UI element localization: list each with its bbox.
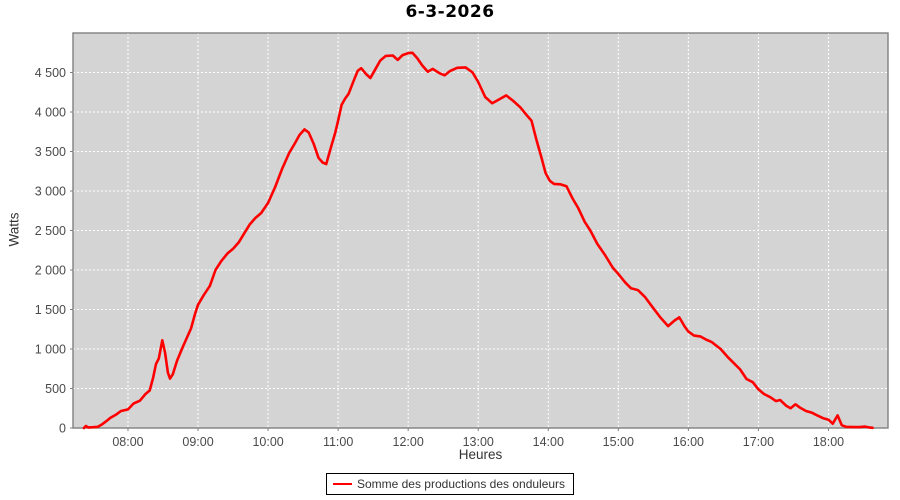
chart-title: 6-3-2026 (405, 2, 495, 22)
legend-line-swatch (332, 483, 352, 485)
x-tick-label: 10:00 (252, 435, 283, 449)
legend-item-label: Somme des productions des onduleurs (356, 477, 566, 491)
x-tick-label: 15:00 (603, 435, 634, 449)
x-tick-label: 14:00 (533, 435, 564, 449)
x-tick-label: 16:00 (673, 435, 704, 449)
y-tick-label: 4 000 (35, 106, 66, 120)
y-tick-label: 2 500 (35, 224, 66, 238)
x-tick-label: 17:00 (743, 435, 774, 449)
x-tick-label: 08:00 (112, 435, 143, 449)
plot-border (72, 32, 889, 429)
legend-item: Somme des productions des onduleurs (325, 473, 575, 495)
y-tick-label: 500 (45, 382, 66, 396)
y-tick-label: 0 (59, 422, 66, 436)
y-axis-label: Watts (6, 212, 22, 247)
series-line (82, 51, 874, 430)
y-tick-label: 2 000 (35, 264, 66, 278)
y-tick-label: 3 500 (35, 145, 66, 159)
y-tick-label: 3 000 (35, 185, 66, 199)
x-tick-label: 12:00 (393, 435, 424, 449)
x-axis-label: Heures (458, 447, 503, 462)
y-tick-label: 1 000 (35, 343, 66, 357)
y-tick-label: 4 500 (35, 66, 66, 80)
x-tick-label: 11:00 (323, 435, 353, 449)
y-tick-label: 1 500 (35, 303, 66, 317)
x-tick-label: 09:00 (182, 435, 213, 449)
x-tick-label: 18:00 (813, 435, 844, 449)
legend: Somme des productions des onduleurs (0, 473, 900, 495)
x-tick-label: 13:00 (463, 435, 494, 449)
plot-area (73, 33, 888, 428)
